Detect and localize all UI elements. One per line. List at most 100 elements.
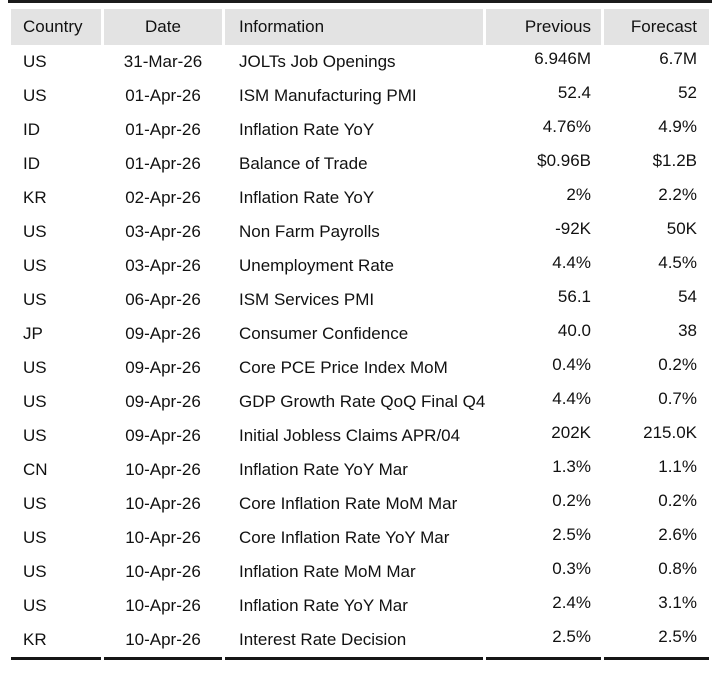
cell-information: Consumer Confidence: [225, 317, 483, 351]
cell-value: 1.3%: [552, 457, 591, 476]
cell-value: 4.5%: [658, 253, 697, 272]
table-row: US 10-Apr-26 Core Inflation Rate YoY Mar 2.…: [11, 521, 709, 555]
cell-information: Core PCE Price Index MoM: [225, 351, 483, 385]
cell-value: 4.4%: [552, 389, 591, 408]
cell-value: JOLTs Job Openings: [239, 52, 396, 71]
cell-previous: 2.5%: [486, 521, 601, 555]
cell-value: 03-Apr-26: [125, 256, 201, 275]
cell-value: 3.1%: [658, 593, 697, 612]
cell-forecast: 1.1%: [604, 453, 709, 487]
cell-value: US: [23, 222, 47, 241]
cell-country: CN: [11, 453, 101, 487]
cell-value: Non Farm Payrolls: [239, 222, 380, 241]
cell-value: 10-Apr-26: [125, 528, 201, 547]
cell-information: Non Farm Payrolls: [225, 215, 483, 249]
cell-country: JP: [11, 317, 101, 351]
cell-value: 09-Apr-26: [125, 324, 201, 343]
cell-value: 2.2%: [658, 185, 697, 204]
cell-forecast: 0.7%: [604, 385, 709, 419]
cell-value: 0.2%: [552, 491, 591, 510]
cell-country: ID: [11, 113, 101, 147]
cell-information: Inflation Rate YoY Mar: [225, 453, 483, 487]
cell-information: Core Inflation Rate MoM Mar: [225, 487, 483, 521]
cell-date: 10-Apr-26: [104, 487, 222, 521]
cell-forecast: 2.6%: [604, 521, 709, 555]
cell-value: 2.6%: [658, 525, 697, 544]
cell-country: US: [11, 555, 101, 589]
cell-date: 31-Mar-26: [104, 45, 222, 79]
cell-value: 10-Apr-26: [125, 596, 201, 615]
cell-value: 03-Apr-26: [125, 222, 201, 241]
cell-value: GDP Growth Rate QoQ Final Q4: [239, 392, 486, 411]
cell-forecast: 38: [604, 317, 709, 351]
col-header-information: Information: [225, 9, 483, 45]
cell-date: 10-Apr-26: [104, 589, 222, 623]
cell-country: US: [11, 419, 101, 453]
cell-value: 2.5%: [658, 627, 697, 646]
cell-value: Initial Jobless Claims APR/04: [239, 426, 461, 445]
cell-country: US: [11, 487, 101, 521]
cell-previous: 4.76%: [486, 113, 601, 147]
cell-information: Core Inflation Rate YoY Mar: [225, 521, 483, 555]
cell-forecast: 54: [604, 283, 709, 317]
cell-value: US: [23, 86, 47, 105]
cell-information: Unemployment Rate: [225, 249, 483, 283]
cell-information: GDP Growth Rate QoQ Final Q4: [225, 385, 486, 419]
table-row: US 09-Apr-26 GDP Growth Rate QoQ Final Q4 4…: [11, 385, 709, 419]
table-row: KR 02-Apr-26 Inflation Rate YoY 2% 2.2%: [11, 181, 709, 215]
cell-information: Initial Jobless Claims APR/04: [225, 419, 483, 453]
top-rule: [8, 0, 712, 3]
cell-value: KR: [23, 630, 47, 649]
cell-value: 1.1%: [658, 457, 697, 476]
cell-date: 01-Apr-26: [104, 147, 222, 181]
table-row: CN 10-Apr-26 Inflation Rate YoY Mar 1.3% 1.1…: [11, 453, 709, 487]
cell-value: Core Inflation Rate YoY Mar: [239, 528, 450, 547]
cell-information: Balance of Trade: [225, 147, 483, 181]
cell-information: ISM Manufacturing PMI: [225, 79, 483, 113]
cell-value: ISM Services PMI: [239, 290, 375, 309]
table-row: US 01-Apr-26 ISM Manufacturing PMI 52.4 52: [11, 79, 709, 113]
table-row: US 09-Apr-26 Initial Jobless Claims APR/04…: [11, 419, 709, 453]
cell-value: 56.1: [557, 287, 591, 306]
header-row: Country Date Information Previous Foreca…: [11, 9, 709, 45]
cell-date: 03-Apr-26: [104, 215, 222, 249]
cell-value: 4.9%: [658, 117, 697, 136]
cell-value: 01-Apr-26: [125, 120, 201, 139]
cell-date: 09-Apr-26: [104, 351, 222, 385]
cell-value: US: [23, 392, 47, 411]
cell-date: 10-Apr-26: [104, 453, 222, 487]
cell-information: Interest Rate Decision: [225, 623, 483, 660]
cell-country: US: [11, 589, 101, 623]
cell-value: 0.4%: [552, 355, 591, 374]
cell-previous: 2.5%: [486, 623, 601, 660]
cell-value: 01-Apr-26: [125, 154, 201, 173]
cell-previous: 56.1: [486, 283, 601, 317]
cell-forecast: 215.0K: [604, 419, 709, 453]
cell-value: 0.2%: [658, 491, 697, 510]
col-header-country: Country: [11, 9, 101, 45]
cell-value: 215.0K: [643, 423, 697, 442]
cell-forecast: 50K: [604, 215, 709, 249]
cell-forecast: 3.1%: [604, 589, 709, 623]
cell-value: US: [23, 562, 47, 581]
cell-value: JP: [23, 324, 43, 343]
cell-forecast: 52: [604, 79, 709, 113]
cell-value: 2.4%: [552, 593, 591, 612]
cell-value: 10-Apr-26: [125, 562, 201, 581]
cell-value: Inflation Rate YoY Mar: [239, 460, 408, 479]
cell-date: 01-Apr-26: [104, 113, 222, 147]
cell-value: US: [23, 52, 47, 71]
cell-value: US: [23, 290, 47, 309]
cell-country: US: [11, 521, 101, 555]
cell-previous: 2%: [486, 181, 601, 215]
cell-country: KR: [11, 181, 101, 215]
cell-country: US: [11, 351, 101, 385]
cell-value: US: [23, 528, 47, 547]
cell-value: Interest Rate Decision: [239, 630, 407, 649]
cell-value: 0.2%: [658, 355, 697, 374]
cell-country: US: [11, 79, 101, 113]
cell-previous: -92K: [486, 215, 601, 249]
cell-country: US: [11, 45, 101, 79]
table-row: US 09-Apr-26 Core PCE Price Index MoM 0.4% 0…: [11, 351, 709, 385]
cell-value: US: [23, 358, 47, 377]
